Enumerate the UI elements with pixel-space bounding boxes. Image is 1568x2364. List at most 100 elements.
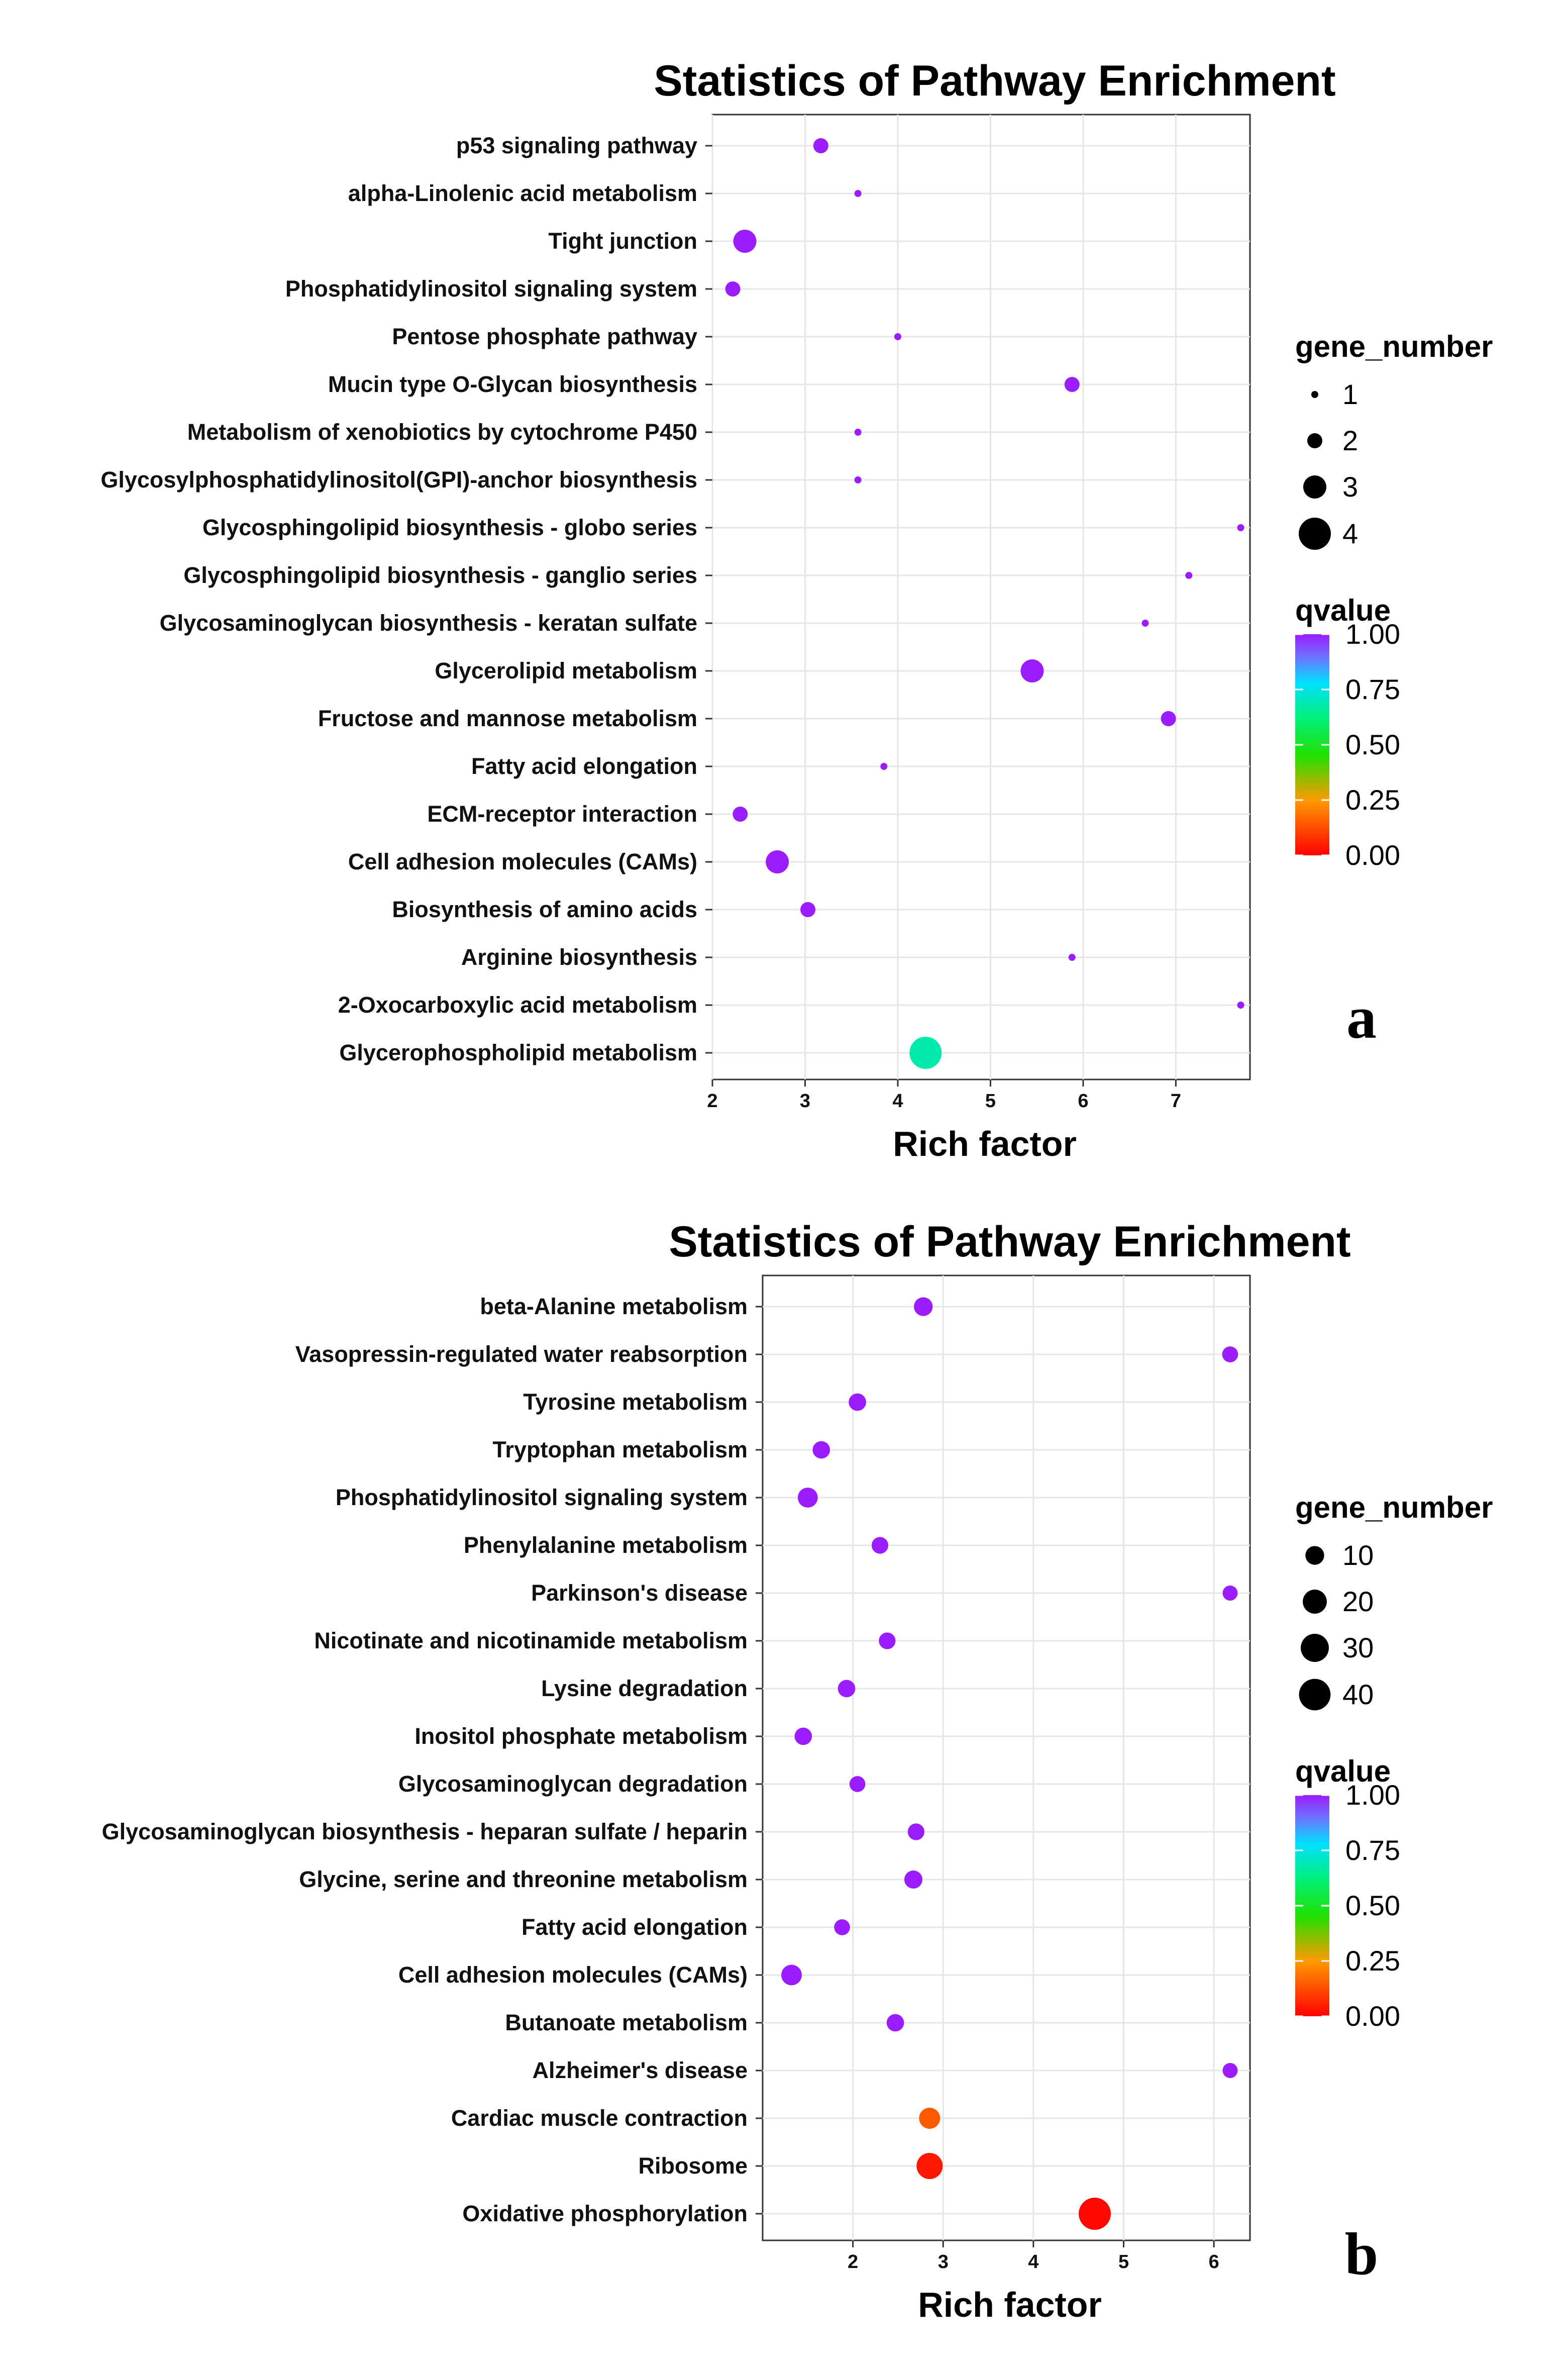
y-label-phenylalanine-metabolism: Phenylalanine metabolism: [464, 1532, 748, 1558]
y-label-oxidative-phosphorylation: Oxidative phosphorylation: [462, 2201, 748, 2226]
point-cardiac-muscle-contraction: [919, 2107, 940, 2129]
point-metabolism-of-xenobiotics-by-cytochrome-p450: [854, 429, 862, 436]
y-label-glycosaminoglycan-degradation: Glycosaminoglycan degradation: [398, 1771, 748, 1797]
point-p53-signaling-pathway: [813, 138, 828, 153]
y-label-p53-signaling-pathway: p53 signaling pathway: [456, 133, 697, 158]
point-oxidative-phosphorylation: [1079, 2198, 1111, 2230]
y-label-cell-adhesion-molecules-cams: Cell adhesion molecules (CAMs): [398, 1962, 748, 1988]
size-legend-dot-30: [1301, 1634, 1329, 1662]
point-parkinson-s-disease: [1222, 1586, 1238, 1601]
y-label-pentose-phosphate-pathway: Pentose phosphate pathway: [392, 324, 697, 349]
size-legend-dot-40: [1299, 1679, 1331, 1711]
y-label-glycerolipid-metabolism: Glycerolipid metabolism: [435, 658, 697, 683]
x-tick-label-b-2: 2: [848, 2251, 858, 2273]
point-nicotinate-and-nicotinamide-metabolism: [879, 1632, 896, 1649]
panel-b: Statistics of Pathway Enrichment beta-Al…: [102, 1218, 1493, 2324]
y-label-fatty-acid-elongation: Fatty acid elongation: [521, 1914, 748, 1940]
point-glycosylphosphatidylinositol-gpi-anchor-biosynthesis: [854, 476, 862, 483]
size-legend-dot-20: [1303, 1590, 1327, 1614]
point-fatty-acid-elongation: [834, 1919, 850, 1935]
y-label-butanoate-metabolism: Butanoate metabolism: [505, 2010, 748, 2035]
y-label-glycine-serine-and-threonine-metabolism: Glycine, serine and threonine metabolism: [299, 1866, 748, 1892]
point-cell-adhesion-molecules-cams: [781, 1964, 802, 1986]
y-label-metabolism-of-xenobiotics-by-cytochrome-p450: Metabolism of xenobiotics by cytochrome …: [187, 419, 697, 445]
y-label-mucin-type-o-glycan-biosynthesis: Mucin type O-Glycan biosynthesis: [328, 371, 697, 397]
y-label-2-oxocarboxylic-acid-metabolism: 2-Oxocarboxylic acid metabolism: [338, 992, 697, 1018]
x-tick-label-a-7: 7: [1171, 1091, 1181, 1112]
color-legend-label-0.75: 0.75: [1345, 673, 1400, 705]
y-label-parkinson-s-disease: Parkinson's disease: [531, 1580, 748, 1606]
color-legend-label-1.00: 1.00: [1345, 1779, 1400, 1811]
plot-area-b: [762, 1274, 1251, 2241]
size-legend-title-b: gene_number: [1295, 1491, 1493, 1524]
panel-label-a: a: [1346, 984, 1377, 1051]
point-tyrosine-metabolism: [849, 1393, 866, 1411]
size-legend-title-a: gene_number: [1295, 330, 1493, 363]
point-phenylalanine-metabolism: [871, 1537, 889, 1554]
color-legend-label-0.50: 0.50: [1345, 1890, 1400, 1921]
point-fatty-acid-elongation: [880, 763, 888, 770]
point-alzheimer-s-disease: [1222, 2063, 1238, 2078]
color-legend-label-0.25: 0.25: [1345, 1945, 1400, 1977]
x-tick-label-a-3: 3: [800, 1091, 810, 1112]
size-legend-dot-1: [1311, 391, 1318, 398]
point-glycerolipid-metabolism: [1020, 659, 1044, 682]
point-alpha-linolenic-acid-metabolism: [854, 190, 862, 197]
point-fructose-and-mannose-metabolism: [1161, 711, 1176, 726]
point-phosphatidylinositol-signaling-system: [725, 281, 741, 297]
x-tick-label-b-4: 4: [1028, 2251, 1038, 2273]
chart-title-b: Statistics of Pathway Enrichment: [669, 1218, 1350, 1266]
size-legend-label-2: 2: [1342, 425, 1358, 456]
color-legend-title-a: qvalue: [1295, 594, 1391, 627]
size-legend-label-1: 1: [1342, 378, 1358, 410]
point-tight-junction: [733, 230, 757, 253]
point-mucin-type-o-glycan-biosynthesis: [1064, 377, 1080, 392]
x-axis-title-b: Rich factor: [918, 2285, 1102, 2324]
y-label-glycosphingolipid-biosynthesis-globo-series: Glycosphingolipid biosynthesis - globo s…: [202, 515, 697, 540]
point-glycosaminoglycan-biosynthesis-keratan-sulfate: [1141, 620, 1149, 627]
x-tick-label-b-6: 6: [1209, 2251, 1219, 2273]
point-arginine-biosynthesis: [1068, 954, 1076, 961]
y-label-glycosaminoglycan-biosynthesis-heparan-sulfate-heparin: Glycosaminoglycan biosynthesis - heparan…: [102, 1819, 748, 1844]
y-label-ribosome: Ribosome: [638, 2153, 748, 2179]
y-label-glycosylphosphatidylinositol-gpi-anchor-biosynthesis: Glycosylphosphatidylinositol(GPI)-anchor…: [100, 467, 697, 492]
y-label-cardiac-muscle-contraction: Cardiac muscle contraction: [451, 2105, 748, 2131]
point-cell-adhesion-molecules-cams: [766, 850, 789, 873]
color-legend-label-0.75: 0.75: [1345, 1834, 1400, 1866]
y-label-glycosphingolipid-biosynthesis-ganglio-series: Glycosphingolipid biosynthesis - ganglio…: [183, 562, 697, 588]
point-glycosaminoglycan-degradation: [849, 1776, 866, 1792]
point-glycosphingolipid-biosynthesis-ganglio-series: [1185, 572, 1193, 579]
y-label-glycosaminoglycan-biosynthesis-keratan-sulfate: Glycosaminoglycan biosynthesis - keratan…: [160, 610, 697, 636]
size-legend-label-40: 40: [1342, 1679, 1374, 1710]
chart-title-a: Statistics of Pathway Enrichment: [654, 57, 1335, 105]
y-label-fatty-acid-elongation: Fatty acid elongation: [471, 753, 697, 779]
y-label-glycerophospholipid-metabolism: Glycerophospholipid metabolism: [339, 1040, 697, 1065]
y-label-biosynthesis-of-amino-acids: Biosynthesis of amino acids: [392, 897, 697, 922]
y-label-alzheimer-s-disease: Alzheimer's disease: [533, 2057, 748, 2083]
point-ribosome: [916, 2152, 943, 2180]
color-legend-label-0.50: 0.50: [1345, 729, 1400, 760]
point-biosynthesis-of-amino-acids: [800, 902, 816, 917]
y-label-tryptophan-metabolism: Tryptophan metabolism: [492, 1437, 748, 1462]
y-label-ecm-receptor-interaction: ECM-receptor interaction: [427, 801, 697, 827]
size-legend-dot-3: [1303, 475, 1326, 499]
y-label-tyrosine-metabolism: Tyrosine metabolism: [523, 1389, 748, 1415]
size-legend-label-10: 10: [1342, 1539, 1374, 1571]
y-label-inositol-phosphate-metabolism: Inositol phosphate metabolism: [414, 1723, 748, 1749]
y-label-cell-adhesion-molecules-cams: Cell adhesion molecules (CAMs): [348, 849, 697, 874]
size-legend-label-30: 30: [1342, 1632, 1374, 1663]
point-vasopressin-regulated-water-reabsorption: [1222, 1346, 1238, 1362]
point-ecm-receptor-interaction: [733, 807, 748, 822]
x-tick-label-a-5: 5: [985, 1091, 996, 1112]
x-tick-label-b-5: 5: [1118, 2251, 1129, 2273]
size-legend-label-3: 3: [1342, 471, 1358, 503]
y-label-nicotinate-and-nicotinamide-metabolism: Nicotinate and nicotinamide metabolism: [314, 1628, 748, 1653]
x-tick-label-b-3: 3: [938, 2251, 949, 2273]
y-label-fructose-and-mannose-metabolism: Fructose and mannose metabolism: [318, 706, 697, 731]
y-label-tight-junction: Tight junction: [548, 228, 697, 254]
x-axis-title-a: Rich factor: [893, 1124, 1077, 1163]
x-tick-label-a-2: 2: [707, 1091, 717, 1112]
size-legend-label-20: 20: [1342, 1586, 1374, 1617]
point-inositol-phosphate-metabolism: [794, 1727, 812, 1745]
